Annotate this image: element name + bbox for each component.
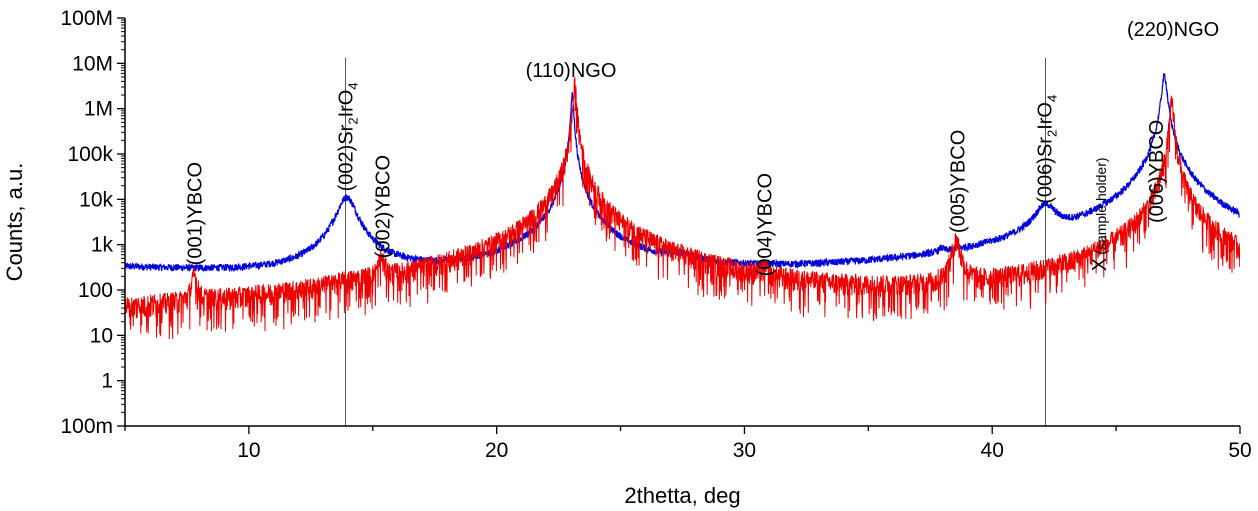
y-tick-label: 100M — [60, 7, 113, 30]
x-tick-label: 50 — [1228, 439, 1251, 462]
y-tick-label: 10k — [79, 188, 113, 211]
y-tick-label: 100m — [60, 415, 113, 438]
peak-label-0: (001)YBCO — [184, 162, 206, 265]
y-tick-label: 10 — [90, 324, 113, 347]
x-tick-label: 20 — [485, 439, 508, 462]
peak-label-8: (sample holder) — [1093, 157, 1109, 254]
y-axis-label: Counts, a.u. — [2, 163, 27, 282]
x-tick-label: 10 — [237, 439, 260, 462]
x-tick-label: 40 — [981, 439, 1004, 462]
peak-label-2: (002)YBCO — [373, 155, 395, 258]
peak-label-9: (006)YBCO — [1146, 120, 1168, 223]
peak-label-7: X — [1089, 258, 1111, 271]
series-line-red — [125, 77, 1240, 340]
y-tick-label: 1M — [84, 98, 113, 121]
peak-label-5: (005)YBCO — [948, 130, 970, 233]
peak-label-6: (006)Sr2IrO4 — [1034, 95, 1059, 204]
x-tick-label: 30 — [733, 439, 756, 462]
x-axis-label: 2thetta, deg — [624, 483, 740, 508]
series-line-blue — [125, 72, 1240, 273]
y-tick-label: 10M — [72, 52, 113, 75]
peak-label-4: (004)YBCO — [754, 173, 776, 276]
y-tick-label: 100 — [78, 279, 113, 302]
peak-label-3: (110)NGO — [526, 60, 617, 82]
y-tick-label: 100k — [67, 143, 113, 166]
peak-label-1: (002)Sr2IrO4 — [336, 82, 361, 191]
y-tick-label: 1 — [101, 370, 113, 393]
peak-label-10: (220)NGO — [1127, 19, 1219, 41]
y-tick-label: 1k — [91, 234, 114, 257]
